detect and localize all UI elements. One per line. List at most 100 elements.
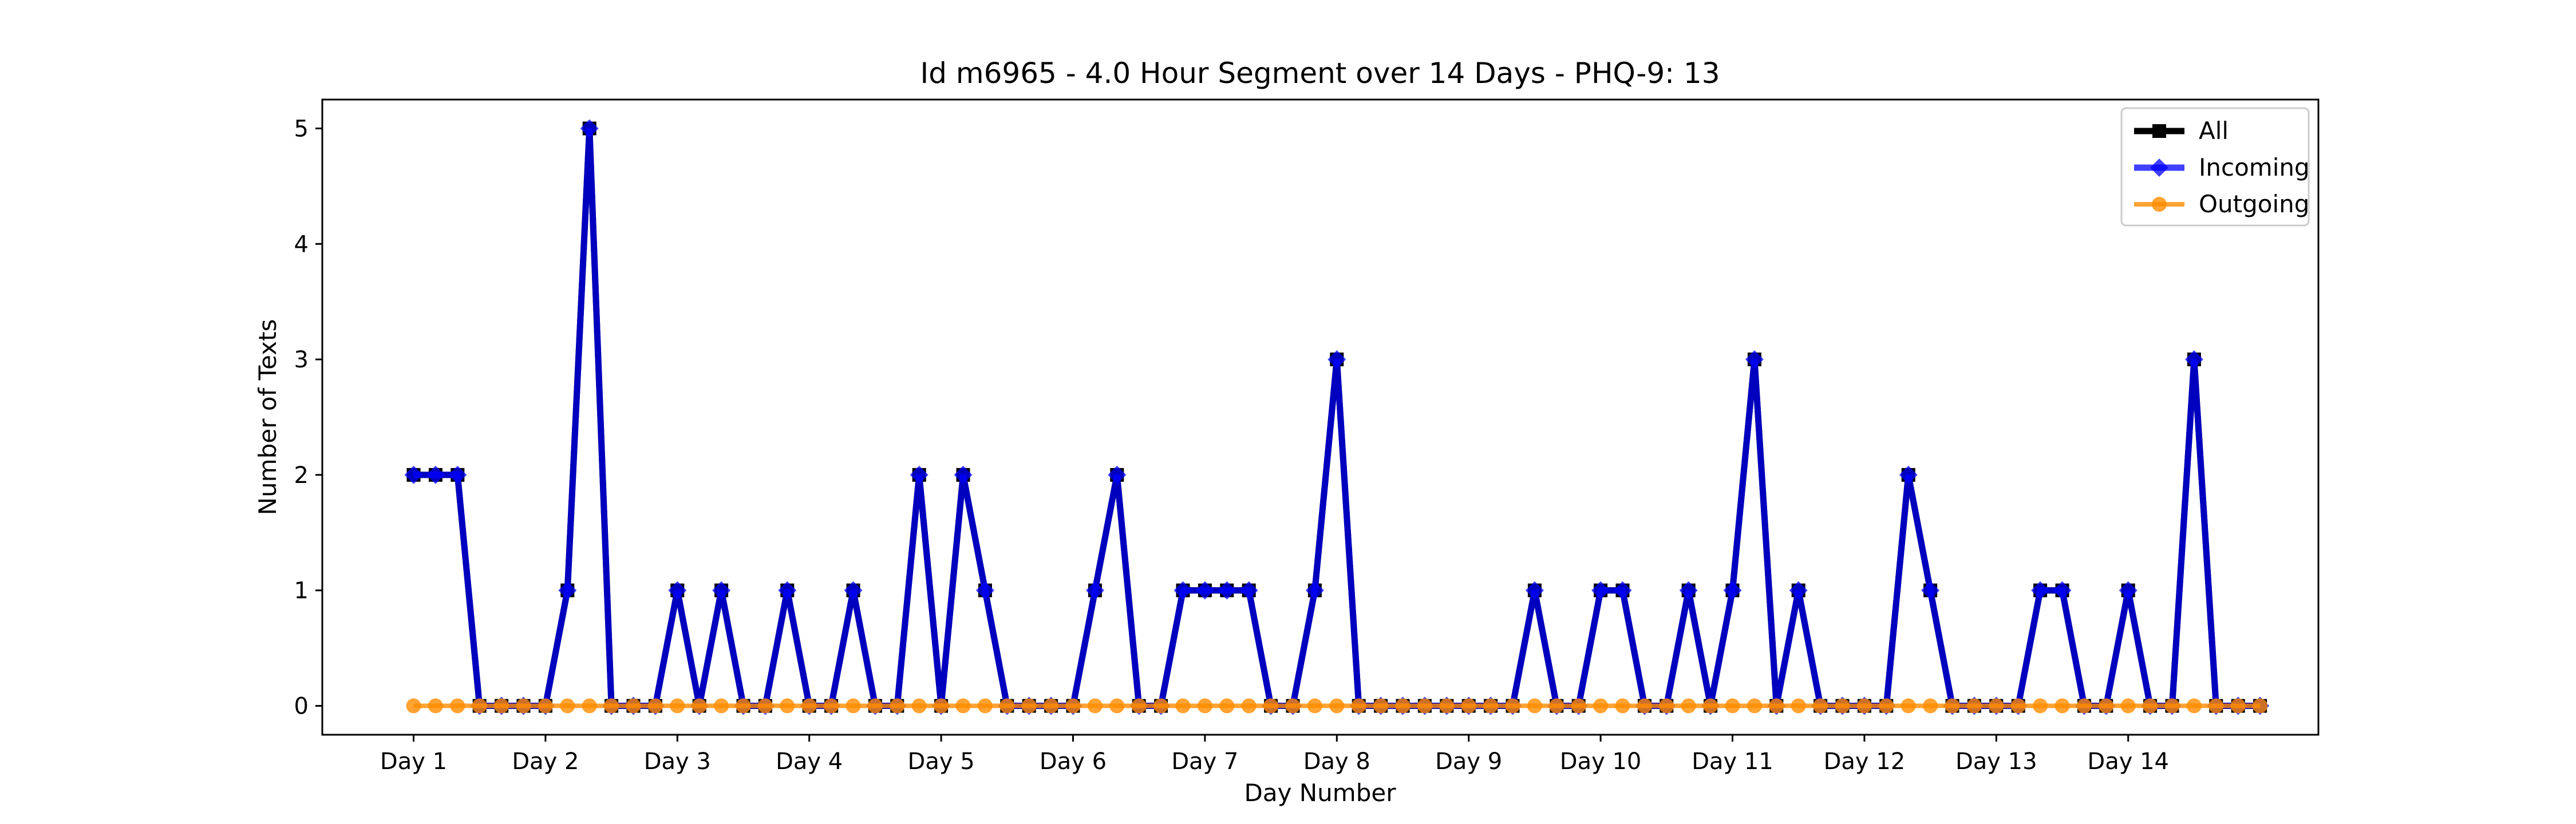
data-point [580, 119, 599, 138]
legend-label: Incoming [2199, 153, 2310, 181]
legend-box [2120, 107, 2310, 227]
legend-swatch-marker [2152, 197, 2167, 212]
data-point [2186, 698, 2202, 714]
data-point [1945, 698, 1960, 714]
y-axis-title: Number of Texts [254, 319, 282, 516]
data-point [2033, 698, 2048, 714]
data-point [1637, 698, 1652, 714]
data-point [1461, 698, 1476, 714]
data-point [1856, 698, 1872, 714]
data-point [1197, 698, 1212, 714]
data-point [450, 698, 465, 714]
data-point [778, 581, 797, 600]
data-point [2076, 698, 2092, 714]
data-point [1899, 465, 1918, 484]
data-point [934, 698, 949, 714]
data-point [910, 465, 929, 484]
data-point [692, 698, 707, 714]
data-point [1219, 698, 1235, 714]
data-point [2208, 698, 2224, 714]
data-point [1483, 698, 1499, 714]
data-point [2184, 350, 2203, 369]
data-point [1395, 698, 1411, 714]
data-point [1879, 698, 1894, 714]
data-point [824, 698, 839, 714]
y-axis: 0 1 2 3 4 5 [294, 116, 322, 720]
data-point [1153, 698, 1169, 714]
data-point [975, 581, 994, 600]
data-point [1174, 581, 1192, 600]
data-point [2053, 581, 2072, 600]
data-point [1108, 465, 1127, 484]
x-tick-label: Day 11 [1692, 748, 1773, 775]
data-point [582, 698, 597, 714]
data-point [1723, 581, 1742, 600]
data-point [736, 698, 751, 714]
data-point [1703, 698, 1718, 714]
data-point [911, 698, 927, 714]
x-tick-label: Day 8 [1303, 748, 1370, 775]
data-point [560, 698, 575, 714]
data-point [780, 698, 795, 714]
legend-item: All [2134, 117, 2229, 145]
data-point [1571, 698, 1586, 714]
data-point [757, 698, 773, 714]
data-point [1329, 698, 1345, 714]
data-point [670, 698, 685, 714]
data-point [2253, 698, 2268, 714]
data-point [1921, 581, 1940, 600]
data-point [2143, 698, 2158, 714]
data-point [2230, 698, 2246, 714]
data-point [1769, 698, 1784, 714]
x-tick-label: Day 12 [1824, 748, 1906, 775]
x-tick-label: Day 9 [1435, 748, 1502, 775]
data-point [626, 698, 641, 714]
series-incoming [404, 119, 2270, 715]
data-point [1527, 698, 1542, 714]
data-point [954, 465, 973, 484]
data-point [890, 698, 905, 714]
data-point [1966, 698, 1982, 714]
data-point [1087, 698, 1103, 714]
y-tick-label: 3 [294, 347, 309, 373]
data-point [428, 698, 443, 714]
data-point [714, 698, 729, 714]
y-tick-label: 1 [294, 578, 309, 604]
y-tick-label: 5 [294, 116, 309, 142]
plot-area [404, 119, 2270, 715]
x-tick-label: Day 7 [1171, 748, 1238, 775]
data-point [1285, 698, 1301, 714]
data-point [2119, 581, 2138, 600]
data-point [1615, 698, 1630, 714]
data-point [1241, 698, 1257, 714]
chart-title: Id m6965 - 4.0 Hour Segment over 14 Days… [920, 57, 1720, 90]
data-point [1085, 581, 1104, 600]
data-point [406, 698, 421, 714]
data-point [1745, 350, 1764, 369]
data-point [404, 465, 423, 484]
data-point [1505, 698, 1520, 714]
y-tick-label: 0 [294, 694, 309, 720]
data-point [472, 698, 487, 714]
data-point [955, 698, 971, 714]
data-point [2099, 698, 2114, 714]
series-line [413, 128, 2261, 709]
data-point [604, 698, 619, 714]
x-tick-label: Day 13 [1955, 748, 2037, 775]
x-tick-label: Day 5 [908, 748, 975, 775]
data-point [1307, 698, 1322, 714]
data-point [1439, 698, 1455, 714]
data-point [1989, 698, 2004, 714]
data-point [2164, 698, 2180, 714]
x-tick-label: Day 6 [1040, 748, 1107, 775]
data-point [1351, 698, 1366, 714]
data-point [1923, 698, 1938, 714]
data-point [867, 698, 883, 714]
data-point [1813, 698, 1828, 714]
data-point [977, 698, 993, 714]
x-tick-label: Day 1 [380, 748, 447, 775]
data-point [844, 581, 863, 600]
data-point [1327, 350, 1346, 369]
